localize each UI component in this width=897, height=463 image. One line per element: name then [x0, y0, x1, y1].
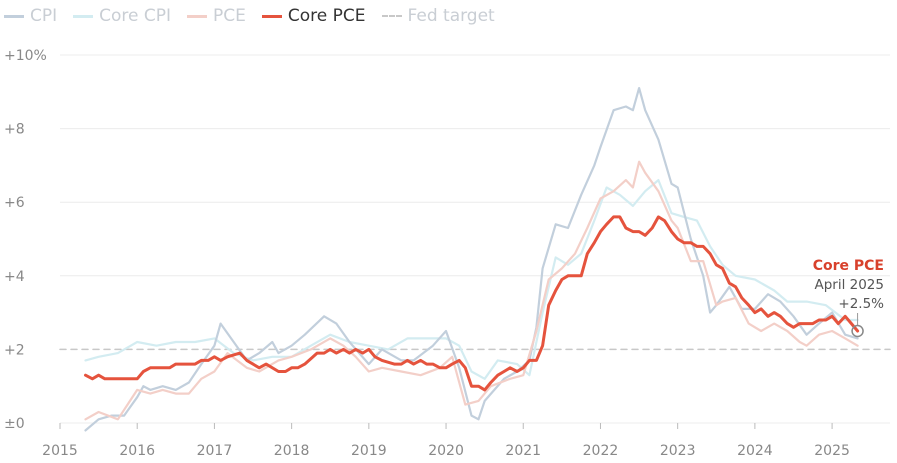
y-tick-label: +4: [4, 269, 25, 285]
x-axis-ticks: 2015 2016 2017 2018 2019 2020 2021 2022 2023 2024…: [42, 423, 850, 459]
series-lines: [59, 87, 891, 432]
x-tick-label: 2025: [814, 443, 850, 459]
legend-swatch-pce: [187, 14, 208, 18]
gridlines: [60, 54, 890, 424]
legend-label-core-cpi: Core CPI: [99, 6, 172, 26]
x-tick-label: 2021: [505, 443, 541, 459]
x-tick-label: 2016: [119, 443, 155, 459]
x-tick-label: 2018: [274, 443, 310, 459]
y-tick-label: +10%: [4, 48, 47, 64]
y-tick-label: +8: [4, 122, 25, 138]
legend-item-cpi: CPI: [4, 6, 57, 26]
annotation-value: +2.5%: [838, 296, 884, 312]
legend-label-pce: PCE: [213, 6, 246, 26]
annotation-title: Core PCE: [813, 258, 884, 274]
y-tick-label: +6: [4, 195, 25, 211]
legend-swatch-fed-target: [381, 15, 402, 17]
legend-label-cpi: CPI: [30, 6, 58, 26]
legend-item-core-pce: Core PCE: [261, 6, 366, 26]
series-line-core-pce: [84, 215, 860, 392]
series-line-core-cpi: [84, 179, 859, 380]
legend-swatch-core-cpi: [73, 14, 94, 18]
legend-item-pce: PCE: [187, 6, 246, 26]
y-tick-label: +2: [4, 342, 25, 358]
legend-swatch-cpi: [4, 14, 24, 18]
y-axis-ticks: ±0 +2 +4 +6 +8 +10%: [4, 48, 47, 432]
legend-item-fed-target: Fed target: [381, 6, 495, 26]
x-tick-label: 2019: [351, 443, 387, 459]
x-tick-label: 2022: [583, 443, 619, 459]
x-tick-label: 2023: [660, 443, 696, 459]
chart-legend: CPI Core CPI PCE Core PCE Fed target: [4, 4, 511, 28]
x-tick-label: 2017: [197, 443, 233, 459]
core-pce-annotation: Core PCE April 2025 +2.5%: [813, 258, 884, 338]
series-line-cpi: [84, 87, 859, 432]
legend-label-core-pce: Core PCE: [287, 6, 366, 26]
legend-label-fed-target: Fed target: [407, 6, 495, 26]
legend-item-core-cpi: Core CPI: [73, 6, 171, 26]
x-tick-label: 2015: [42, 443, 78, 459]
y-tick-label: ±0: [4, 416, 25, 432]
annotation-date: April 2025: [814, 277, 884, 293]
annotation-marker: [851, 324, 864, 338]
legend-swatch-core-pce: [261, 14, 282, 18]
x-tick-label: 2020: [428, 443, 464, 459]
series-line-pce: [84, 160, 859, 421]
x-tick-label: 2024: [737, 443, 773, 459]
